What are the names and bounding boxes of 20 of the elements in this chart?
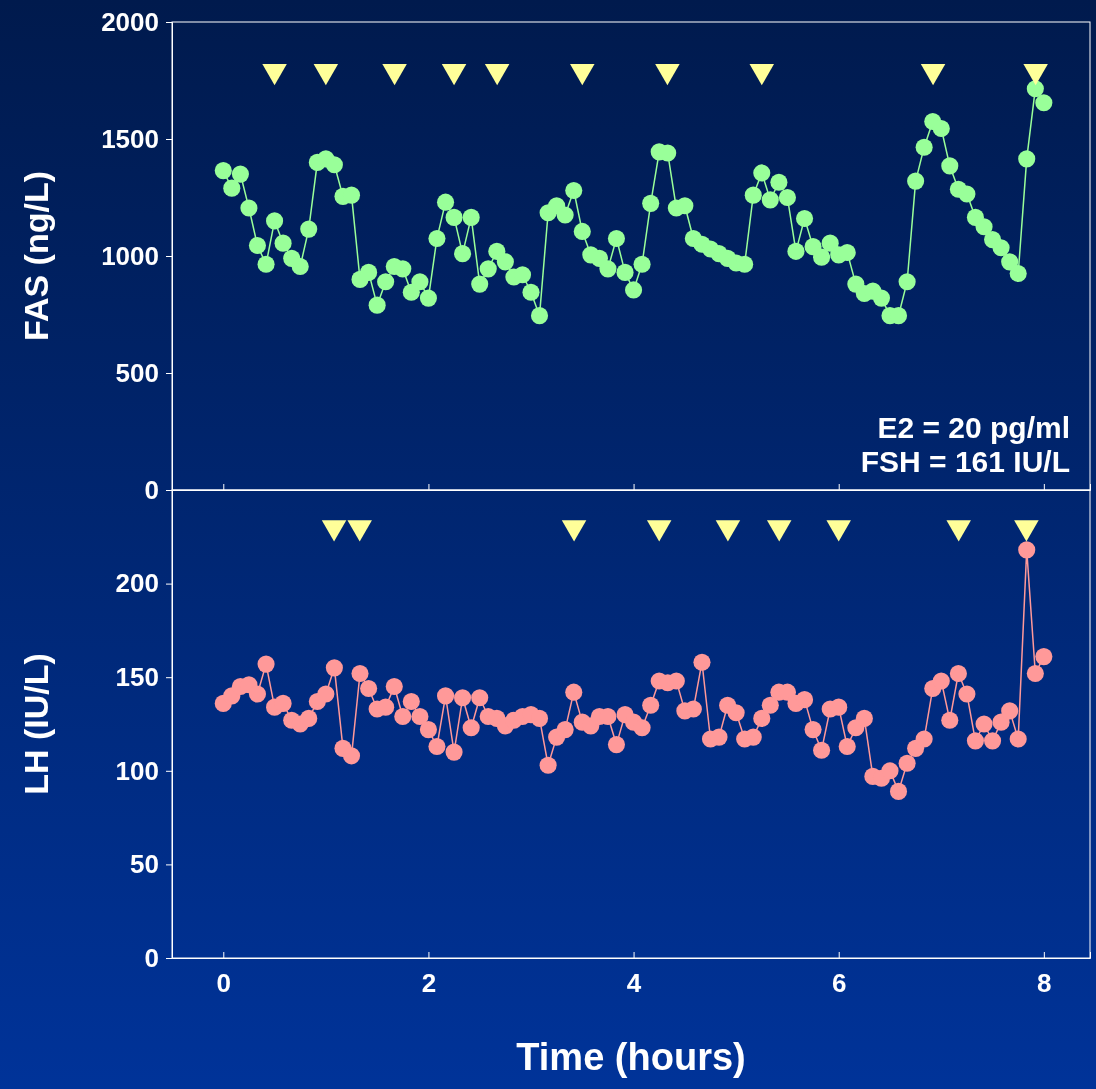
- y-tick-label: 50: [130, 849, 159, 880]
- x-tick-label: 4: [626, 968, 642, 999]
- y-tick-label: 0: [144, 474, 159, 505]
- y-axis-title: FAS (ng/L): [17, 171, 55, 341]
- y-axis-title: LH (IU/L): [17, 653, 55, 795]
- annotation: FSH = 161 IU/L: [860, 445, 1070, 478]
- annotation: E2 = 20 pg/ml: [877, 411, 1070, 444]
- y-tick-label: 0: [144, 942, 159, 973]
- y-tick-label: 100: [115, 755, 159, 786]
- x-tick-label: 8: [1037, 968, 1052, 999]
- y-tick-label: 500: [115, 357, 159, 388]
- x-tick-label: 0: [216, 968, 232, 999]
- y-tick-label: 150: [115, 662, 159, 693]
- y-tick-label: 2000: [101, 6, 159, 37]
- y-tick-label: 1000: [101, 240, 159, 271]
- x-tick-label: 6: [831, 968, 847, 999]
- y-tick-label: 200: [115, 568, 159, 599]
- x-axis-title: Time (hours): [516, 1036, 746, 1078]
- x-tick-label: 2: [421, 968, 437, 999]
- y-tick-label: 1500: [101, 123, 159, 154]
